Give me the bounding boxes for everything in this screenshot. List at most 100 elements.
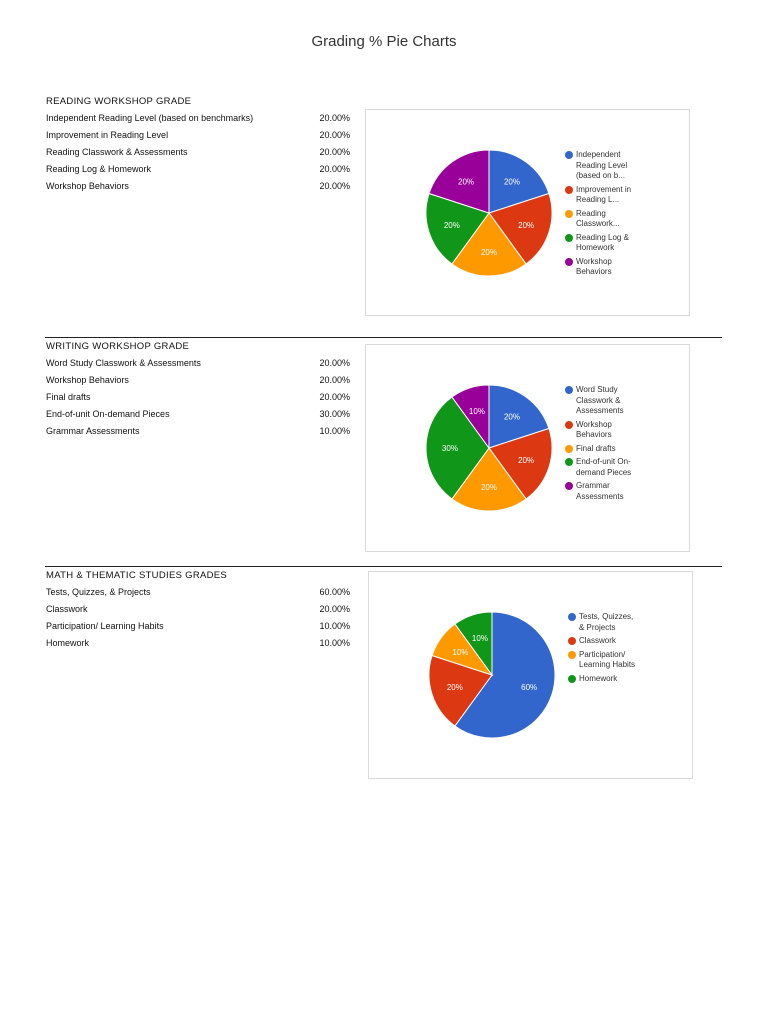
table-row: Grammar Assessments 10.00%	[46, 423, 350, 440]
row-label: Improvement in Reading Level	[46, 130, 169, 140]
table-row: Word Study Classwork & Assessments 20.00%	[46, 355, 350, 372]
pie-slice	[428, 654, 493, 727]
row-label: Homework	[46, 638, 90, 648]
legend-dot-icon	[565, 233, 573, 242]
reading-pie-chart: 20% 20% 20% 20% 20% Independent Reading Level…	[365, 109, 690, 316]
legend-dot-icon	[565, 209, 573, 218]
slice-percent-label: 20%	[481, 483, 497, 492]
chart-legend: Independent Reading Level (based on b...…	[565, 150, 635, 281]
legend-item: Workshop Behaviors	[565, 420, 635, 441]
legend-item: Reading Log & Homework	[565, 233, 635, 254]
table-row: Homework 10.00%	[46, 635, 350, 652]
row-value: 30.00%	[319, 409, 350, 419]
legend-dot-icon	[565, 257, 573, 266]
pie-slice	[425, 192, 490, 265]
chart-legend: Word Study Classwork & Assessments Worksh…	[565, 385, 635, 505]
row-label: Tests, Quizzes, & Projects	[46, 587, 151, 597]
row-value: 20.00%	[319, 147, 350, 157]
legend-label: Participation/ Learning Habits	[579, 649, 636, 670]
row-label: Grammar Assessments	[46, 426, 140, 436]
page-title: Grading % Pie Charts	[311, 33, 457, 50]
legend-dot-icon	[568, 613, 576, 621]
legend-dot-icon	[565, 185, 573, 194]
row-value: 20.00%	[319, 358, 350, 368]
section-divider	[45, 337, 722, 338]
legend-item: Final drafts	[565, 444, 635, 455]
table-row: End-of-unit On-demand Pieces 30.00%	[46, 406, 350, 423]
slice-percent-label: 20%	[458, 177, 474, 186]
pie-slice	[488, 384, 550, 449]
row-label: Final drafts	[46, 392, 91, 402]
legend-item: Tests, Quizzes, & Projects	[568, 612, 638, 633]
row-label: Workshop Behaviors	[46, 375, 129, 385]
legend-label: Workshop Behaviors	[576, 419, 612, 440]
legend-label: Improvement in Reading L...	[576, 184, 632, 205]
pie-svg: 20% 20% 20% 30% 10%	[425, 384, 553, 512]
row-value: 10.00%	[319, 426, 350, 436]
legend-item: Workshop Behaviors	[565, 257, 635, 278]
legend-label: Reading Classwork...	[576, 208, 620, 229]
legend-dot-icon	[568, 637, 576, 645]
legend-label: Tests, Quizzes, & Projects	[579, 612, 634, 632]
pie-slice	[451, 384, 490, 450]
slice-percent-label: 20%	[447, 683, 463, 692]
legend-item: Independent Reading Level (based on b...	[565, 150, 635, 182]
slice-percent-label: 20%	[518, 221, 534, 230]
legend-label: Independent Reading Level (based on b...	[576, 150, 628, 180]
reading-workshop-table: READING WORKSHOP GRADE Independent Readi…	[46, 93, 350, 195]
table-row: Improvement in Reading Level 20.00%	[46, 127, 350, 144]
slice-percent-label: 20%	[444, 221, 460, 230]
legend-dot-icon	[565, 151, 573, 159]
slice-percent-label: 20%	[481, 248, 497, 257]
row-value: 20.00%	[319, 130, 350, 140]
row-value: 20.00%	[319, 375, 350, 385]
pie-slice	[454, 611, 493, 677]
legend-dot-icon	[565, 482, 573, 490]
table-row: Final drafts 20.00%	[46, 389, 350, 406]
slice-percent-label: 20%	[518, 456, 534, 465]
legend-label: Reading Log & Homework	[576, 232, 629, 253]
chart-legend: Tests, Quizzes, & Projects Classwork Parti…	[568, 612, 638, 687]
row-value: 20.00%	[319, 164, 350, 174]
legend-label: Classwork	[579, 636, 616, 645]
writing-pie-chart: 20% 20% 20% 30% 10% Word Study Classwork & As…	[365, 344, 690, 552]
pie-slice	[454, 611, 556, 739]
pie-slice	[488, 192, 553, 265]
row-value: 10.00%	[319, 638, 350, 648]
slice-percent-label: 10%	[452, 648, 468, 657]
section-heading: WRITING WORKSHOP GRADE	[46, 341, 190, 352]
table-row: Reading Classwork & Assessments 20.00%	[46, 144, 350, 161]
legend-item: End-of-unit On-demand Pieces	[565, 457, 635, 478]
legend-label: Word Study Classwork & Assessments	[576, 385, 624, 415]
legend-dot-icon	[565, 420, 573, 429]
pie-slice	[488, 427, 553, 500]
section-heading: READING WORKSHOP GRADE	[46, 96, 192, 107]
legend-dot-icon	[565, 386, 573, 394]
pie-svg: 20% 20% 20% 20% 20%	[425, 149, 553, 277]
legend-label: End-of-unit On-demand Pieces	[576, 457, 632, 477]
slice-percent-label: 10%	[469, 407, 485, 416]
table-row: Workshop Behaviors 20.00%	[46, 178, 350, 195]
slice-percent-label: 10%	[472, 634, 488, 643]
pie-slice	[451, 212, 527, 277]
row-label: Reading Classwork & Assessments	[46, 147, 188, 157]
row-value: 60.00%	[319, 587, 350, 597]
row-label: Participation/ Learning Habits	[46, 621, 164, 631]
legend-item: Word Study Classwork & Assessments	[565, 385, 635, 417]
row-label: Classwork	[46, 604, 88, 614]
table-row: Classwork 20.00%	[46, 601, 350, 618]
legend-item: Grammar Assessments	[565, 481, 635, 502]
row-value: 20.00%	[319, 604, 350, 614]
legend-label: Homework	[579, 673, 618, 683]
row-value: 20.00%	[319, 392, 350, 402]
row-value: 20.00%	[319, 181, 350, 191]
legend-label: Final drafts	[576, 443, 616, 453]
slice-percent-label: 20%	[504, 177, 520, 186]
legend-dot-icon	[565, 444, 573, 453]
section-divider	[45, 566, 722, 567]
legend-item: Reading Classwork...	[565, 209, 635, 230]
pie-slice	[451, 447, 527, 512]
legend-dot-icon	[565, 458, 573, 466]
legend-item: Improvement in Reading L...	[565, 185, 635, 206]
section-heading: MATH & THEMATIC STUDIES GRADES	[46, 570, 228, 581]
